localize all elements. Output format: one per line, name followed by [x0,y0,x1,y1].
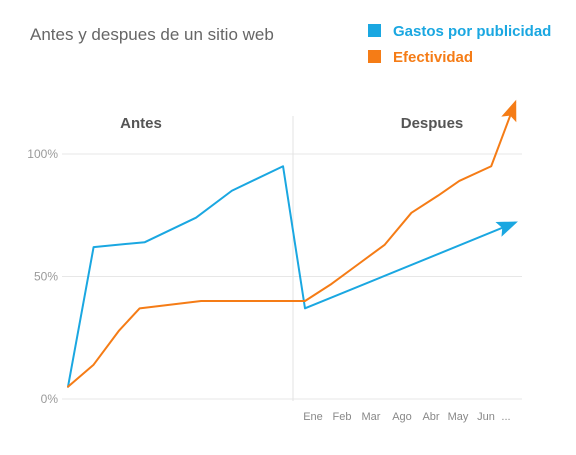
x-tick-label: Feb [333,411,352,423]
legend: Gastos por publicidad Efectividad [368,23,551,66]
legend-label-gastos: Gastos por publicidad [393,23,551,40]
y-tick-label: 100% [27,147,58,161]
x-tick-label: Ago [392,411,412,423]
section-label-despues: Despues [401,115,464,132]
section-label-antes: Antes [120,115,162,132]
x-tick-label: May [448,411,469,423]
x-tick-label: Ene [303,411,323,423]
legend-swatch-efectividad [368,50,381,63]
legend-swatch-gastos [368,24,381,37]
grid [62,116,522,401]
x-tick-label: Abr [422,411,439,423]
x-tick-label: Mar [362,411,381,423]
chart-title: Antes y despues de un sitio web [30,25,274,44]
series-line-efectividad [68,103,515,387]
y-tick-label: 0% [41,392,59,406]
axis-ticks: 100% 50% 0% Ene Feb Mar Ago Abr May Jun... [27,147,510,423]
legend-label-efectividad: Efectividad [393,49,473,66]
y-tick-label: 50% [34,270,58,284]
x-tick-label: Jun [477,411,495,423]
x-tick-label: ... [501,411,510,423]
